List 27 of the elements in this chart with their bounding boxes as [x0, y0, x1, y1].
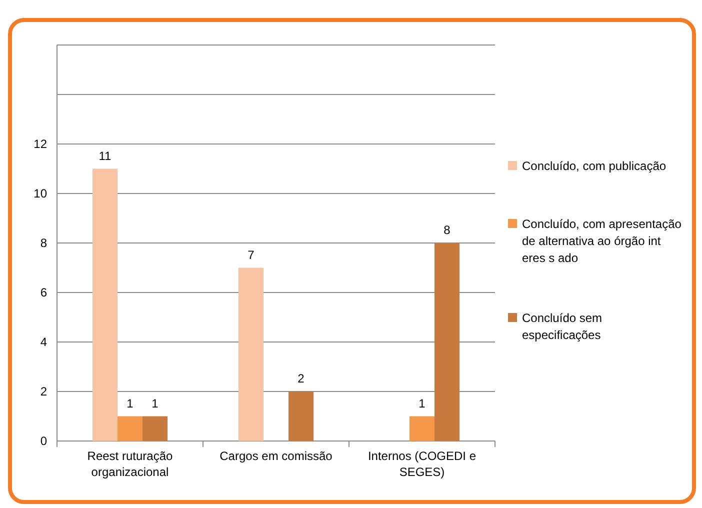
- legend-label: Concluído sem especificações: [522, 311, 602, 342]
- y-tick-label: 12: [34, 137, 48, 151]
- bar: [118, 416, 142, 441]
- bar: [238, 268, 264, 441]
- x-tick-label: Internos (COGEDI e SEGES): [368, 449, 476, 479]
- y-tick-label: 4: [40, 335, 48, 349]
- data-label: 1: [126, 396, 134, 410]
- y-tick-label: 6: [40, 286, 48, 300]
- data-label: 8: [444, 223, 451, 237]
- bar: [434, 243, 460, 441]
- data-label: 11: [98, 148, 112, 163]
- data-label: 1: [418, 396, 426, 410]
- bar: [288, 392, 314, 441]
- x-tick-label: Cargos em comissão: [220, 449, 333, 463]
- y-tick-label: 10: [34, 186, 48, 200]
- y-tick-label: 0: [40, 434, 48, 448]
- legend-label: Concluído, com publicação: [522, 159, 666, 173]
- y-tick-label: 8: [40, 236, 48, 250]
- data-label: 7: [248, 248, 255, 262]
- bar: [142, 416, 168, 441]
- x-tick-label: Reest ruturação organizacional: [87, 449, 174, 479]
- data-label: 2: [298, 372, 305, 386]
- bar: [92, 168, 118, 441]
- data-label: 1: [152, 396, 159, 410]
- bar: [410, 416, 434, 441]
- y-tick-label: 2: [40, 384, 48, 398]
- legend-label: Concluído, com apresentação de alternativa ao órgão int eres s ado: [522, 217, 682, 265]
